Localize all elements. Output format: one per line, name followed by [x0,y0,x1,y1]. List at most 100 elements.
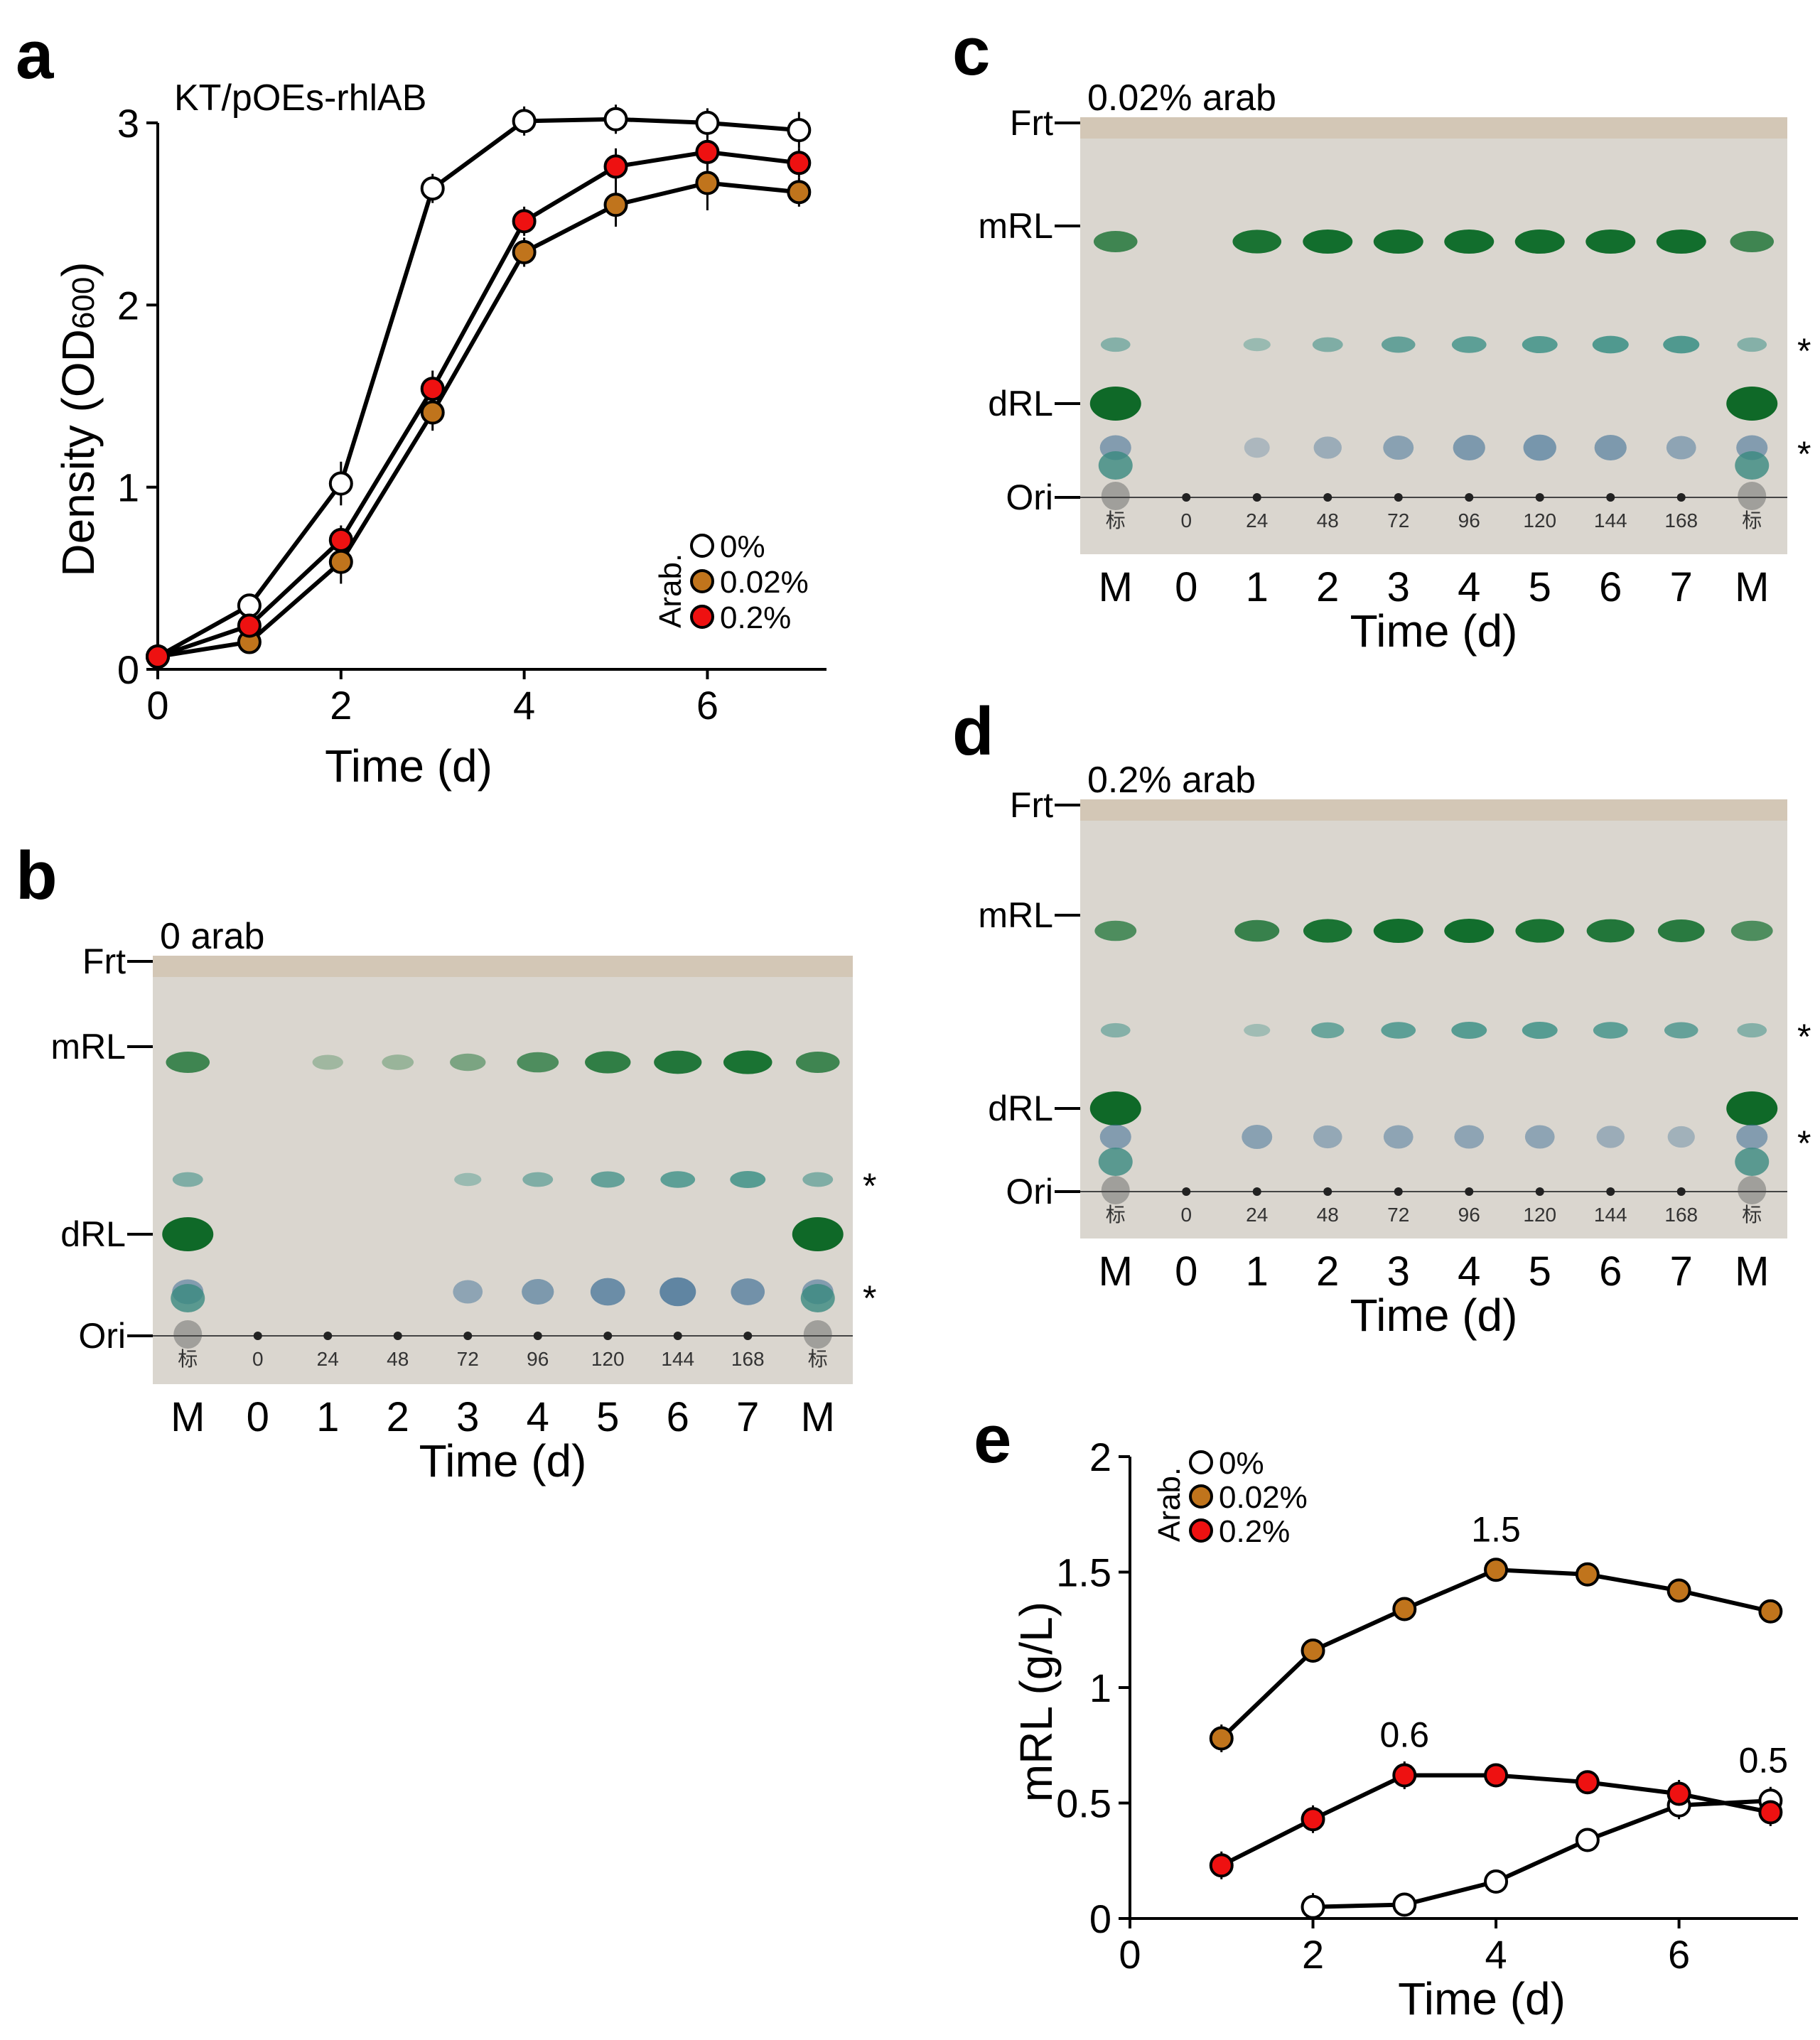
band-mRL [1586,919,1635,943]
solvent-front-shade [1080,799,1787,821]
band-mRL [723,1050,772,1074]
origin-spot [1252,493,1261,502]
legend-marker-0.2% [1189,1518,1213,1543]
band-label: Ori [78,1316,126,1356]
panel-a-ylabel-sub: 600 [66,277,101,329]
lane-note: 标 [1106,1204,1126,1226]
band-label: mRL [978,206,1053,246]
origin-spot [1182,1187,1191,1196]
data-point-0.2% [1484,1763,1509,1788]
band-star1 [1243,338,1271,352]
band-dRL [1726,387,1778,421]
origin-spot [1252,1187,1261,1196]
gel-xlabel: Time (d) [419,1435,587,1486]
band-star2 [1383,1125,1414,1149]
panel-e-mrl-chart: Time (d) mRL (g/L) 0 2 4 600.511.52 1.50.60… [1011,1435,1798,2024]
panel-e-axes: 0 2 4 6 0 0.5 1 1.5 2 [1056,1435,1798,1977]
band-marker-extra [171,1284,205,1312]
lane-label: 4 [1458,1248,1480,1295]
panel-e-series [1209,1558,1783,1921]
lane-note: 0 [1180,509,1192,531]
band-star1 [1100,337,1131,352]
data-point-0.2% [146,644,170,669]
band-star2 [1594,435,1627,460]
origin-spot [323,1332,333,1340]
panel-c-tlc-plate: 标 0 24 48 72 96 120 144 168 标0.02% arabFrtmRLdRLO… [978,77,1811,657]
data-point-0.2% [695,139,720,164]
lane-label: 3 [456,1394,479,1440]
series-line-0.02% [157,180,799,659]
panel-e-annotations: 1.5 0.6 0.5 [1380,1509,1789,1780]
origin-spot-marker [803,1320,832,1349]
lane-note: 168 [1664,1204,1698,1226]
data-point-0.02% [420,400,445,425]
data-point-0% [328,471,353,496]
data-point-0% [787,118,812,143]
band-mRL [1657,919,1705,942]
band-star2 [1454,1125,1485,1149]
legend-label: 0% [1219,1446,1264,1481]
lane-note: 标 [1106,509,1126,531]
panel-letter-e: e [974,1401,1011,1477]
band-star2 [1523,434,1556,461]
band-label: mRL [978,895,1053,935]
panel-letter-a: a [16,17,54,93]
lane-label: 3 [1387,1248,1410,1295]
lane-label: M [171,1394,205,1440]
lane-note: 96 [1458,509,1480,531]
x-tick-label: 0 [146,683,168,728]
y-tick-label: 2 [1089,1435,1111,1479]
band-mRL [1444,230,1495,254]
x-tick-label: 2 [1302,1932,1324,1977]
origin-spot [1676,493,1686,502]
lane-note: 48 [1317,1204,1339,1226]
origin-spot-marker [1101,482,1130,510]
star-label: * [1797,1017,1811,1057]
band-marker-extra [1098,1148,1133,1176]
band-mRL [517,1052,559,1073]
lane-note: 标 [1742,1204,1762,1226]
gel-xlabel: Time (d) [1350,605,1518,657]
band-label: Ori [1006,477,1053,517]
data-point-0.2% [1209,1853,1234,1878]
lane-note: 168 [731,1348,765,1370]
legend-label: 0.2% [720,600,791,635]
y-tick-label: 3 [117,101,139,146]
data-point-0.02% [1666,1578,1691,1603]
data-point-0.2% [512,209,537,234]
band-marker-extra [1735,1148,1770,1176]
panel-a-series [146,104,812,669]
origin-spot [1606,493,1615,502]
band-label: Frt [82,941,126,981]
y-tick-label: 2 [117,283,139,328]
origin-spot [533,1332,542,1340]
lane-label: 6 [1599,1248,1622,1295]
series-line-0.2% [157,149,799,659]
band-star2 [1736,1124,1768,1150]
origin-spot [1323,1187,1332,1196]
lane-label: 1 [1246,564,1269,610]
lane-note: 24 [1246,1204,1268,1226]
origin-spot [1394,1187,1403,1196]
data-point-0% [237,593,262,618]
data-point-0% [603,107,628,131]
lane-label: 4 [1458,564,1480,610]
lane-note: 144 [1594,1204,1627,1226]
band-mRL [166,1052,210,1073]
y-tick-label: 1.5 [1056,1550,1111,1595]
band-marker-extra [1098,451,1133,480]
data-point-0.2% [1301,1807,1325,1832]
lane-note: 0 [1180,1204,1192,1226]
x-tick-label: 2 [330,683,352,728]
origin-spot [463,1332,473,1340]
band-mRL [1585,230,1636,254]
band-star1 [454,1172,482,1187]
lane-note: 标 [178,1348,198,1370]
band-dRL [792,1217,844,1251]
data-point-0% [1484,1869,1509,1894]
band-star1 [1451,336,1487,353]
band-mRL [1303,919,1352,943]
lane-note: 0 [252,1348,264,1370]
panel-a-title: KT/pOEs-rhlAB [174,77,426,119]
band-mRL [1730,231,1775,252]
